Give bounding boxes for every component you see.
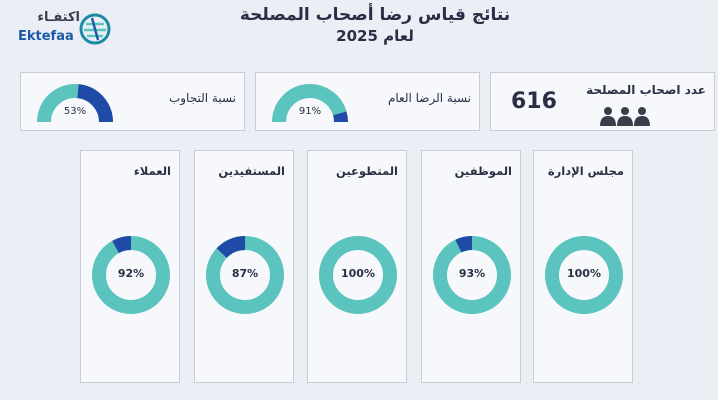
kpi-stakeholders-count: عدد اصحاب المصلحة 616 [490,72,715,131]
category-card-employees: الموظفين 93% [421,150,521,383]
category-label: المتطوعين [336,164,398,178]
people-icon [600,107,650,126]
overall-satisfaction-gauge [272,84,348,123]
category-label: مجلس الإدارة [547,164,624,178]
kpi-stakeholders-value: 616 [511,89,557,114]
category-donut-beneficiaries [206,236,284,314]
page-title: نتائج قياس رضا أصحاب المصلحة لعام 2025 [230,4,520,46]
category-label: الموظفين [454,164,512,178]
gauge-value-arc [272,84,347,123]
kpi-response-rate-label: نسبة التجاوب [168,91,236,105]
category-value: 100% [567,267,601,280]
logo-arabic-text: اكتفـاء [37,10,80,25]
gauge-remainder-arc [332,111,348,123]
category-donut-volunteers [319,236,397,314]
category-card-clients: العملاء 92% [80,150,180,383]
bottom-strip [0,400,726,408]
ektefaa-logo: اكتفـاء Ektefaa [14,10,114,54]
gauge-remainder-arc [76,84,113,123]
category-card-beneficiaries: المستفيدين 87% [194,150,294,383]
overall-satisfaction-value: 91% [298,106,322,117]
donut-remainder-arc [206,236,284,314]
donut-track [545,236,623,314]
ektefaa-logo-mark-icon [79,13,111,45]
category-donut-clients [92,236,170,314]
title-line-1: نتائج قياس رضا أصحاب المصلحة [239,5,511,25]
kpi-overall-satisfaction-label: نسبة الرضا العام [387,91,471,105]
donut-track [433,236,511,314]
category-label: المستفيدين [218,164,285,178]
donut-track [319,236,397,314]
title-line-2: لعام 2025 [336,27,414,45]
kpi-stakeholders-label: عدد اصحاب المصلحة [586,83,706,97]
category-value: 100% [341,267,375,280]
kpi-overall-satisfaction: نسبة الرضا العام 91% [255,72,480,131]
category-label: العملاء [133,164,171,178]
category-donut-employees [433,236,511,314]
category-value: 93% [458,267,486,280]
kpi-response-rate: نسبة التجاوب 53% [20,72,245,131]
logo-english-text: Ektefaa [18,29,74,44]
category-donut-board [545,236,623,314]
response-rate-gauge [37,84,113,123]
category-value: 87% [231,267,259,280]
category-card-volunteers: المتطوعين 100% [307,150,407,383]
response-rate-value: 53% [63,106,87,117]
right-border [718,0,726,408]
category-card-board: مجلس الإدارة 100% [533,150,633,383]
category-value: 92% [117,267,145,280]
gauge-value-arc [37,84,79,123]
